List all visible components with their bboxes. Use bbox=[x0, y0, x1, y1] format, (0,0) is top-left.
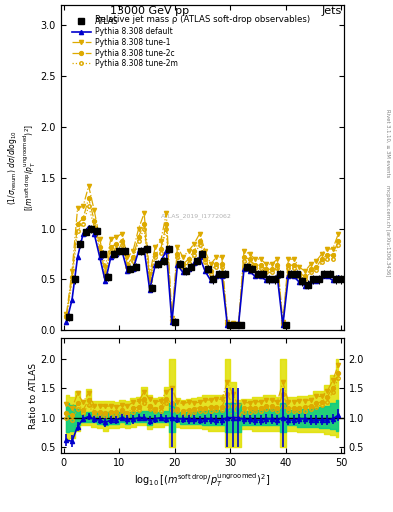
Text: Jets: Jets bbox=[321, 6, 342, 16]
Y-axis label: Ratio to ATLAS: Ratio to ATLAS bbox=[29, 362, 38, 429]
Text: mcplots.cern.ch [arXiv:1306.3436]: mcplots.cern.ch [arXiv:1306.3436] bbox=[385, 185, 390, 276]
Legend: ATLAS, Pythia 8.308 default, Pythia 8.308 tune-1, Pythia 8.308 tune-2c, Pythia 8: ATLAS, Pythia 8.308 default, Pythia 8.30… bbox=[69, 14, 181, 71]
Text: 13000 GeV pp: 13000 GeV pp bbox=[110, 6, 189, 16]
Y-axis label: $(1/\sigma_{\rm resum})\ d\sigma/d\log_{10}$
$[(m^{\rm soft\,drop}/p_T^{\rm ungr: $(1/\sigma_{\rm resum})\ d\sigma/d\log_{… bbox=[6, 124, 38, 211]
Text: Relative jet mass ρ (ATLAS soft-drop observables): Relative jet mass ρ (ATLAS soft-drop obs… bbox=[95, 15, 310, 24]
Text: ATLAS_2019_I1772062: ATLAS_2019_I1772062 bbox=[161, 214, 232, 219]
X-axis label: $\log_{10}[(m^{\rm soft\,drop}/p_T^{\rm ungroomed})^2]$: $\log_{10}[(m^{\rm soft\,drop}/p_T^{\rm … bbox=[134, 471, 270, 488]
Text: Rivet 3.1.10, ≥ 3M events: Rivet 3.1.10, ≥ 3M events bbox=[385, 109, 390, 178]
